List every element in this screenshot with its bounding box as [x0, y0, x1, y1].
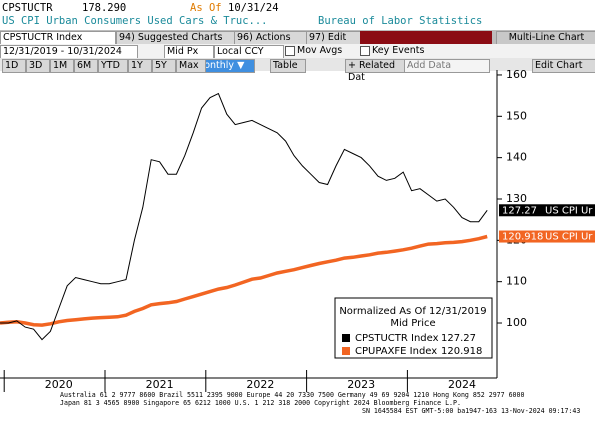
chart-type[interactable]: Multi-Line Chart: [496, 31, 595, 45]
y-tick-label: 130: [506, 192, 527, 205]
currency-select[interactable]: Local CCY: [214, 45, 284, 59]
end-tag: [499, 230, 595, 243]
y-tick-label: 100: [506, 316, 527, 329]
as-of-label: As Of: [190, 2, 222, 14]
as-of-date: 10/31/24: [228, 2, 279, 14]
legend-swatch: [342, 347, 350, 355]
chart: Normalized As Of 12/31/2019 Mid Price 10…: [0, 70, 595, 415]
period-button[interactable]: 1D: [2, 59, 26, 73]
frequency: Monthly: [196, 60, 235, 71]
title-bar: [360, 31, 492, 44]
edit-button[interactable]: 97) Edit: [306, 31, 362, 45]
x-tick-label: 2022: [246, 378, 274, 391]
y-tick-label: 160: [506, 70, 527, 81]
mov-avgs[interactable]: Mov Avgs: [297, 45, 343, 56]
ticker: CPSTUCTR: [2, 2, 53, 14]
toolbar: CPSTUCTR Index 94) Suggested Charts 96) …: [0, 30, 595, 45]
checkbox[interactable]: [360, 46, 370, 56]
description: US CPI Urban Consumers Used Cars & Truc.…: [2, 15, 268, 27]
last-value: 178.290: [82, 2, 127, 14]
legend-swatch: [342, 334, 350, 342]
actions-button[interactable]: 96) Actions: [234, 31, 308, 45]
y-tick-label: 140: [506, 151, 527, 164]
series-line: [0, 234, 488, 327]
related-button[interactable]: + Related Dat: [345, 59, 407, 83]
period-button[interactable]: Max: [176, 59, 206, 73]
legend-subtitle: Mid Price: [390, 318, 435, 329]
x-tick-label: 2020: [45, 378, 73, 391]
legend-title: Normalized As Of 12/31/2019: [339, 306, 486, 317]
footer-line: SN 1645584 EST GMT-5:00 ba1947-163 13-No…: [362, 407, 580, 415]
controls-row: Monthly ▼ Table + Related Dat Add Data E…: [0, 58, 595, 83]
end-label: US CPI Ur: [545, 232, 593, 243]
price-select[interactable]: Mid Px: [164, 45, 214, 59]
end-label: US CPI Ur: [545, 205, 593, 216]
y-tick-label: 150: [506, 109, 527, 122]
edit-chart-button[interactable]: Edit Chart: [532, 59, 595, 73]
legend-value: 127.27: [441, 333, 476, 344]
settings-row: 12/31/2019 - 10/31/2024 Mid Px Local CCY…: [0, 44, 595, 59]
series-line: [0, 92, 488, 341]
date-range[interactable]: 12/31/2019 - 10/31/2024: [0, 45, 138, 59]
table-button[interactable]: Table: [270, 59, 306, 73]
x-tick-label: 2024: [448, 378, 476, 391]
source: Bureau of Labor Statistics: [318, 15, 483, 27]
header: CPSTUCTR 178.290 As Of 10/31/24 US CPI U…: [0, 0, 595, 30]
y-tick-label: 110: [506, 275, 527, 288]
legend-label: CPUPAXFE Index: [355, 346, 437, 357]
end-tag: [499, 204, 595, 217]
period-button[interactable]: 3D: [26, 59, 50, 73]
period-button[interactable]: 6M: [74, 59, 98, 73]
period-button[interactable]: 1Y: [128, 59, 152, 73]
checkbox[interactable]: [285, 46, 295, 56]
end-value: 120.918: [502, 232, 543, 243]
legend-value: 120.918: [441, 346, 482, 357]
footer-line: Australia 61 2 9777 8600 Brazil 5511 239…: [60, 391, 524, 399]
x-tick-label: 2021: [146, 378, 174, 391]
period-button[interactable]: YTD: [98, 59, 128, 73]
footer-line: Japan 81 3 4565 8900 Singapore 65 6212 1…: [60, 399, 461, 407]
period-button[interactable]: 1M: [50, 59, 74, 73]
legend-box: [334, 297, 493, 359]
security-input[interactable]: CPSTUCTR Index: [0, 31, 116, 45]
end-value: 127.27: [502, 205, 537, 216]
suggested-button[interactable]: 94) Suggested Charts: [116, 31, 236, 45]
x-tick-label: 2023: [347, 378, 375, 391]
key-events[interactable]: Key Events: [372, 45, 425, 56]
legend-label: CPSTUCTR Index: [355, 333, 439, 344]
add-data-input[interactable]: Add Data: [404, 59, 490, 73]
period-button[interactable]: 5Y: [152, 59, 176, 73]
